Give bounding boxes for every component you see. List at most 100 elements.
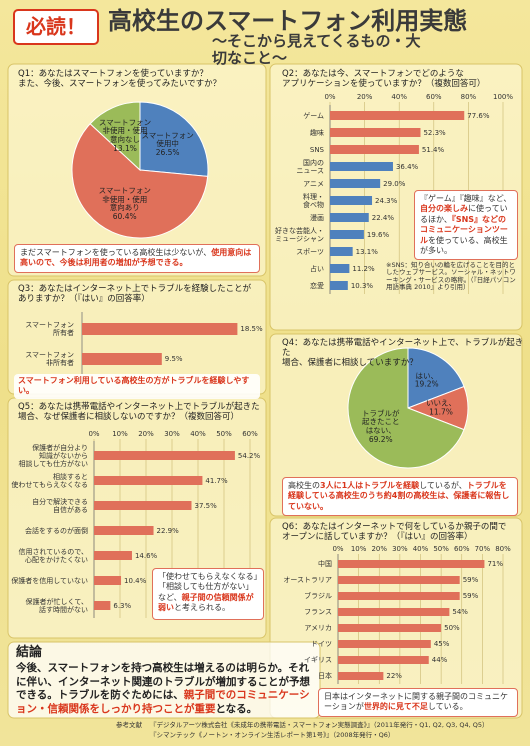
value-label: 22.9%	[156, 526, 179, 535]
question: Q5：あなたは携帯電話やインターネット上でトラブルが起きた 場合、なぜ保護者に相…	[18, 402, 260, 422]
category-label: アメリカ	[304, 623, 332, 632]
slice-value: 60.4%	[112, 211, 137, 221]
pie-slice	[139, 101, 209, 177]
value-label: 10.3%	[350, 281, 374, 290]
bar	[330, 162, 393, 171]
bar	[338, 640, 431, 648]
bar	[82, 353, 162, 365]
subtitle: 〜そこから見えてくるもの・大切なこと〜	[212, 31, 421, 67]
value-label: 44%	[431, 655, 448, 664]
category-label: 保護者が忙しくて、 話す時間がない	[25, 597, 88, 614]
bar	[338, 656, 429, 664]
bar	[338, 592, 460, 600]
bar	[94, 551, 132, 560]
conclusion-heading: 結論	[16, 645, 43, 660]
x-tick-label: 100%	[492, 92, 514, 101]
value-label: 19.6%	[366, 230, 390, 239]
note-text: している。	[427, 702, 468, 712]
note-text: 「使わせてもらえなくなる」「相談しても仕方がない」など、	[158, 572, 258, 602]
slice-label: スマートフォン 非使用・使用 意向なし 13.1%	[99, 118, 151, 153]
x-tick-label: 80%	[460, 92, 477, 101]
category-label: 漫画	[310, 213, 324, 222]
slice-label: いいえ、 11.7%	[426, 399, 456, 416]
value-label: 54%	[452, 607, 468, 616]
category-label: 恋愛	[310, 281, 324, 290]
value-label: 9.5%	[164, 354, 183, 363]
category-label: 保護者を信用していない	[11, 576, 88, 585]
category-label: 日本	[318, 671, 332, 680]
note: 高校生の3人に1人はトラブルを経験しているが、トラブルを経験している高校生のうち…	[282, 477, 518, 517]
note-text: 『ゲーム』『趣味』など、	[420, 194, 512, 203]
category-label: 会話をするのが面倒	[25, 526, 88, 535]
footnote: ※SNS：知り合いの輪を広げることを目的としたウェブサービス。ソーシャル・ネット…	[386, 261, 516, 292]
note-text: トラブルを経験している高校生のうち約4割の高校生は、保護者に報告していない。	[288, 481, 510, 511]
question: Q2：あなたは今、スマートフォンでどのような アプリケーションを使っていますか？…	[282, 69, 486, 89]
slice-category: スマートフォン 使用中	[141, 130, 194, 149]
bar	[94, 526, 154, 535]
value-label: 59%	[462, 575, 479, 584]
note-text: スマートフォン利用している高校生の方がトラブルを経験しやすい。	[18, 376, 250, 396]
x-tick-label: 20%	[138, 429, 154, 438]
note-text: を使っている、高校生が多い。	[420, 235, 508, 255]
value-label: 51.4%	[421, 145, 445, 154]
note-text: 『SNS』などのコミュニケーションツール	[420, 214, 508, 245]
value-label: 18.5%	[240, 324, 263, 333]
x-tick-label: 20%	[371, 544, 388, 553]
category-label: 趣味	[310, 128, 324, 137]
value-label: 50%	[444, 623, 460, 632]
category-label: 中国	[318, 559, 332, 568]
conclusion-text: 親子間でのコミュニケーション・信頼関係をしっかり持つことが重要	[16, 689, 310, 715]
note-text: 日本はインターネットに関する親子間のコミュニケーションが	[324, 692, 508, 712]
badge-box	[13, 9, 99, 45]
slice-category: トラブルが 起きたこと はない、	[362, 408, 400, 435]
x-tick-label: 0%	[332, 544, 344, 553]
category-label: イギリス	[304, 655, 332, 664]
note-text: 使用意向は高いので、今後は利用者の増加が予想できる。	[20, 248, 252, 268]
x-tick-label: 50%	[433, 544, 449, 553]
reference: 『デジタルアーツ株式会社《未成年の携帯電話・スマートフォン実態調査》』（2011…	[150, 721, 489, 729]
conclusion-box	[7, 641, 321, 719]
value-label: 45%	[433, 639, 450, 648]
category-label: ドイツ	[311, 639, 332, 648]
note: スマートフォン利用している高校生の方がトラブルを経験しやすい。	[14, 374, 260, 399]
slice-value: 69.2%	[368, 434, 393, 444]
note: 『ゲーム』『趣味』など、自分の楽しみに使っているほか、『SNS』などのコミュニケ…	[414, 190, 518, 261]
note: まだスマートフォンを使っている高校生は少ないが、使用意向は高いので、今後は利用者…	[14, 244, 260, 273]
x-tick-label: 40%	[412, 544, 429, 553]
note: 日本はインターネットに関する親子間のコミュニケーションが世界的に見て不足している…	[318, 688, 518, 717]
category-label: 保護者が自分より 知識がないから 相談しても仕方がない	[18, 443, 88, 468]
category-label: 信用されているので、 心配をかけたくない	[18, 547, 88, 564]
note-text: 自分の楽しみ	[420, 204, 468, 214]
bar	[330, 179, 381, 188]
bar	[338, 624, 442, 632]
bar	[330, 247, 353, 256]
category-label: フランス	[304, 607, 332, 616]
bar	[94, 476, 203, 485]
note-text: まだスマートフォンを使っている高校生は少ないが、	[20, 248, 212, 257]
bar	[94, 576, 122, 585]
value-label: 11.2%	[352, 264, 375, 273]
bar	[330, 128, 421, 137]
x-tick-label: 60%	[426, 92, 442, 101]
value-label: 24.3%	[375, 196, 398, 205]
x-tick-label: 80%	[495, 544, 511, 553]
category-label: スマートフォン 所有者	[25, 320, 74, 337]
bar	[94, 451, 235, 460]
note-text: しているが、	[419, 481, 467, 490]
x-tick-label: 0%	[324, 92, 336, 101]
bar	[330, 213, 369, 222]
slice-label: スマートフォン 非使用・使用 意向あり 60.4%	[98, 185, 151, 222]
slice-value: 26.5%	[155, 148, 180, 158]
x-tick-label: 30%	[164, 429, 180, 438]
slice-label: スマートフォン 使用中 26.5%	[141, 130, 194, 158]
bar	[330, 264, 350, 273]
slice-value: 13.1%	[113, 143, 137, 153]
slice-value: 19.2%	[414, 379, 439, 389]
slice-category: スマートフォン 非使用・使用 意向あり	[98, 185, 151, 213]
slice-category: スマートフォン 非使用・使用 意向なし	[98, 117, 152, 144]
x-tick-label: 10%	[112, 429, 128, 438]
conclusion-text: 今後、スマートフォンを持つ高校生は増えるのは明らか。それに伴い、インターネット関…	[16, 662, 310, 702]
slice-value: 11.7%	[429, 407, 453, 417]
